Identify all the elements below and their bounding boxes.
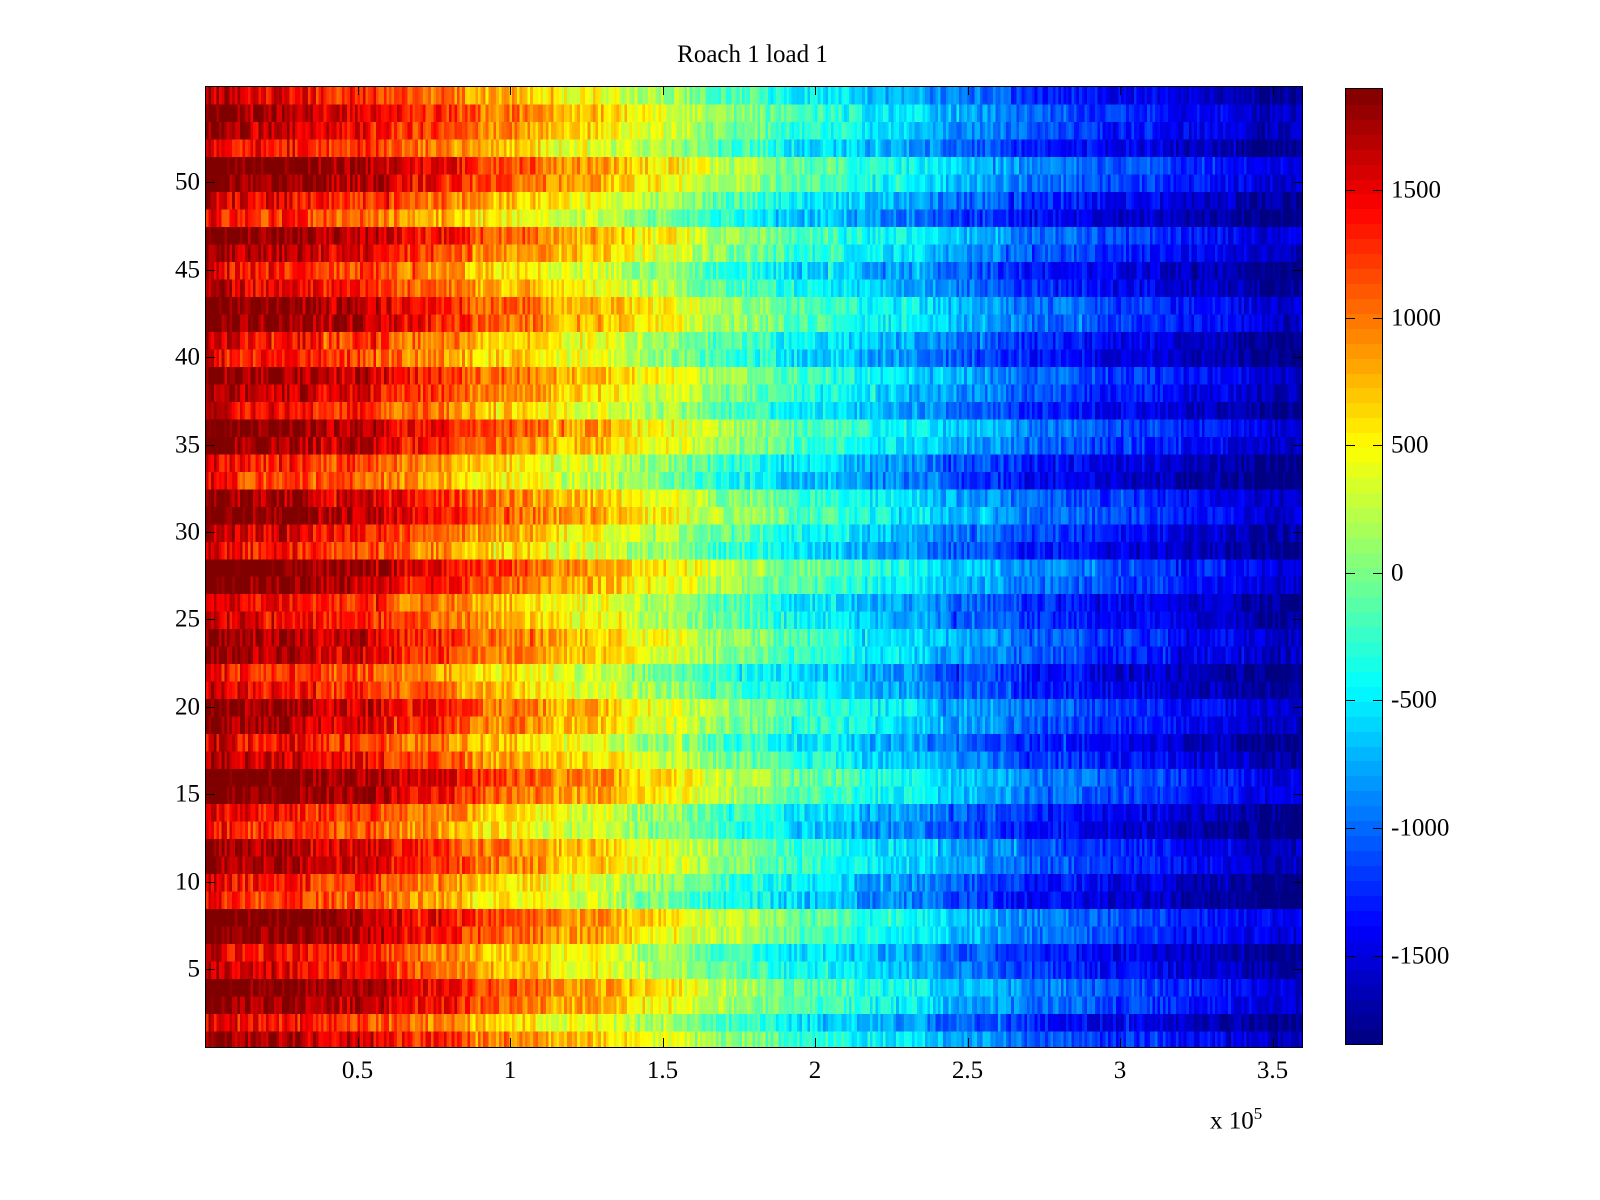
x-tick-label: 1 <box>503 1057 517 1084</box>
colorbar-tick-mark-right <box>1373 445 1382 447</box>
colorbar-tick-mark <box>1346 445 1355 447</box>
page-title: Roach 1 load 1 <box>677 41 828 68</box>
colorbar-tick-mark-right <box>1373 700 1382 702</box>
x-tick-mark <box>510 1038 511 1047</box>
y-tick-mark-right <box>1293 881 1302 883</box>
x-exponent-power: 5 <box>1253 1104 1263 1123</box>
colorbar-tick-label: -1000 <box>1391 814 1450 842</box>
colorbar-tick-mark-right <box>1373 190 1382 192</box>
y-tick-mark-right <box>1293 532 1302 534</box>
y-tick-mark <box>206 532 215 534</box>
x-tick-label: 0.5 <box>341 1057 374 1084</box>
x-tick-mark-top <box>510 86 511 95</box>
x-tick-mark-top <box>1120 86 1121 95</box>
colorbar-tick-mark-right <box>1373 317 1382 319</box>
colorbar-tick-label: 1000 <box>1391 304 1441 332</box>
y-tick-label: 15 <box>175 780 200 808</box>
y-tick-mark-right <box>1293 794 1302 796</box>
x-exponent-base: x 10 <box>1210 1107 1254 1135</box>
x-tick-mark <box>357 1038 359 1047</box>
y-tick-label: 40 <box>175 343 200 371</box>
x-tick-label: 3 <box>1113 1057 1127 1084</box>
y-tick-mark <box>206 357 215 359</box>
x-tick-label: 1.5 <box>646 1057 679 1084</box>
x-tick-mark-top <box>815 86 816 95</box>
colorbar-tick-mark-right <box>1373 572 1382 574</box>
y-tick-mark <box>206 881 215 883</box>
y-tick-label: 35 <box>175 431 200 459</box>
x-tick-label: 3.5 <box>1256 1057 1289 1084</box>
colorbar-tick-mark <box>1346 700 1355 702</box>
y-tick-mark-right <box>1293 269 1302 271</box>
colorbar-tick-label: 0 <box>1391 559 1404 587</box>
x-tick-mark-top <box>662 86 664 95</box>
x-tick-mark-top <box>967 86 969 95</box>
y-tick-mark-right <box>1293 444 1302 446</box>
y-tick-mark <box>206 969 215 971</box>
y-tick-mark <box>206 706 215 708</box>
colorbar-tick-mark <box>1346 828 1355 830</box>
y-tick-label: 25 <box>175 605 200 633</box>
colorbar-tick-label: 1500 <box>1391 176 1441 204</box>
x-tick-mark <box>967 1038 969 1047</box>
x-tick-mark <box>662 1038 664 1047</box>
y-tick-label: 45 <box>175 256 200 284</box>
y-tick-mark-right <box>1293 357 1302 359</box>
heatmap-axes[interactable] <box>205 86 1303 1048</box>
y-tick-label: 5 <box>187 955 201 983</box>
colorbar-gradient <box>1346 89 1382 1044</box>
x-tick-mark <box>1120 1038 1121 1047</box>
x-tick-mark-top <box>357 86 359 95</box>
colorbar-tick-label: -500 <box>1391 686 1437 714</box>
y-tick-mark-right <box>1293 182 1302 184</box>
y-tick-mark-right <box>1293 969 1302 971</box>
y-tick-mark <box>206 444 215 446</box>
colorbar-tick-mark <box>1346 572 1355 574</box>
y-tick-mark-right <box>1293 706 1302 708</box>
y-tick-label: 50 <box>175 168 200 196</box>
x-axis-exponent-label: x 105 <box>1210 1105 1262 1133</box>
colorbar[interactable] <box>1345 88 1383 1045</box>
x-tick-mark-top <box>1272 86 1274 95</box>
y-tick-label: 30 <box>175 518 200 546</box>
x-tick-mark <box>1272 1038 1274 1047</box>
y-tick-mark <box>206 269 215 271</box>
y-tick-mark <box>206 619 215 621</box>
colorbar-tick-mark <box>1346 190 1355 192</box>
y-tick-label: 10 <box>175 868 200 896</box>
y-tick-mark-right <box>1293 619 1302 621</box>
colorbar-tick-mark <box>1346 317 1355 319</box>
y-tick-label: 20 <box>175 693 200 721</box>
heatmap-image <box>206 87 1302 1047</box>
colorbar-tick-mark-right <box>1373 955 1382 957</box>
x-tick-label: 2 <box>808 1057 822 1084</box>
x-tick-label: 2.5 <box>951 1057 984 1084</box>
y-tick-mark <box>206 182 215 184</box>
colorbar-tick-mark-right <box>1373 828 1382 830</box>
x-tick-mark <box>815 1038 816 1047</box>
colorbar-tick-mark <box>1346 955 1355 957</box>
y-tick-mark <box>206 794 215 796</box>
colorbar-tick-label: 500 <box>1391 431 1429 459</box>
colorbar-tick-label: -1500 <box>1391 942 1450 970</box>
